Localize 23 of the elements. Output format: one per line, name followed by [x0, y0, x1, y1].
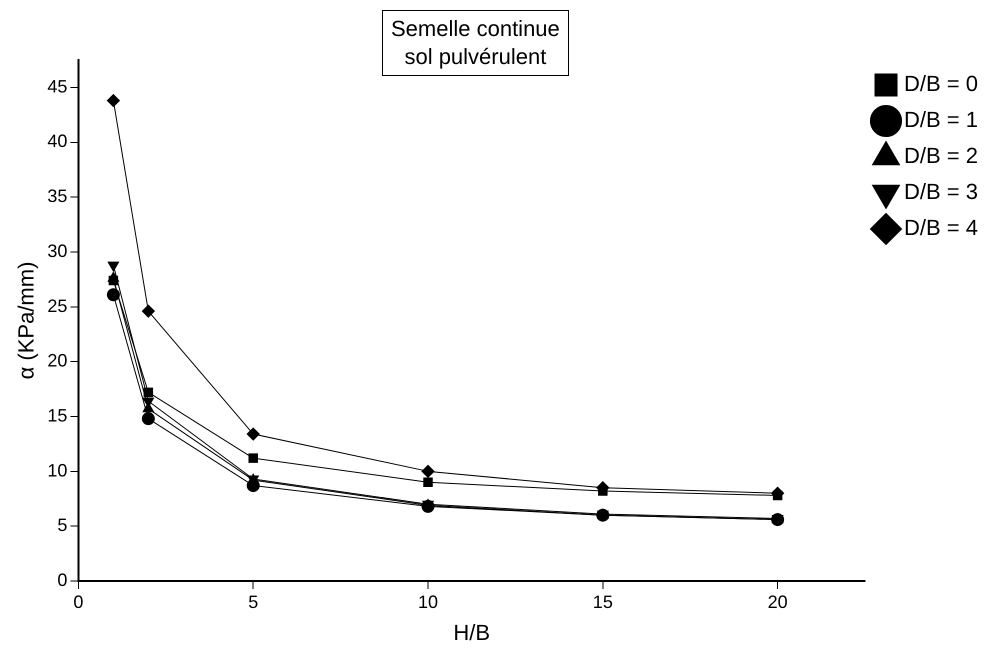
y-tick-label: 5: [57, 515, 68, 536]
y-tick-label: 30: [47, 240, 68, 261]
x-axis-title: H/B: [453, 620, 490, 645]
legend-label: D/B = 3: [904, 179, 978, 204]
y-tick-label: 45: [47, 76, 68, 96]
x-tick-label: 15: [592, 592, 613, 612]
y-tick-label: 35: [47, 186, 68, 206]
legend-label: D/B = 0: [904, 71, 978, 96]
x-tick-label: 10: [418, 592, 438, 612]
x-tick-label: 5: [248, 592, 258, 612]
y-axis-title: α (KPa/mm): [13, 262, 38, 380]
x-tick-label: 20: [768, 592, 788, 612]
y-tick-label: 20: [47, 350, 68, 371]
chart-title: Semelle continue sol pulvérulent: [382, 10, 569, 76]
y-tick-label: 0: [57, 570, 68, 590]
x-tick-label: 0: [73, 592, 84, 612]
y-tick-label: 10: [47, 460, 68, 480]
legend-label: D/B = 4: [904, 215, 978, 240]
y-tick-label: 25: [47, 296, 68, 316]
y-tick-label: 40: [47, 131, 68, 152]
y-tick-label: 15: [47, 405, 68, 426]
legend-label: D/B = 1: [904, 107, 978, 132]
legend-label: D/B = 2: [904, 143, 978, 168]
